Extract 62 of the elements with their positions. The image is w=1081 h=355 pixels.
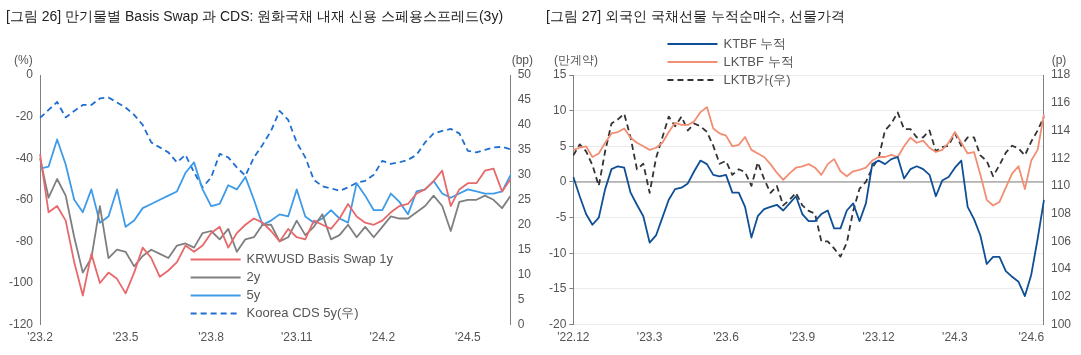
y2-tick-label: 50 [517,67,532,82]
legend-label: KTBF 누적 [723,35,787,51]
y2-tick-label: 118 [1050,67,1071,82]
x-tick-label: '23.11 [281,330,313,345]
y-axis-title: (%) [14,53,33,68]
x-tick-label: '23.3 [636,330,663,345]
y-tick-label: 15 [552,67,567,82]
y2-tick-label: 35 [517,142,532,157]
y2-tick-label: 116 [1050,95,1071,110]
y-tick-label: 10 [552,102,567,117]
x-tick-label: '24.5 [455,330,482,345]
legend-label: KRWUSD Basis Swap 1y [246,251,394,267]
y2-tick-label: 106 [1050,233,1072,248]
y2-tick-label: 25 [517,192,532,207]
y-tick-label: -10 [549,245,567,260]
x-tick-label: '23.9 [789,330,816,345]
y-tick-label: -40 [15,150,34,165]
x-tick-label: '23.5 [112,330,139,345]
x-tick-label: '23.8 [198,330,225,345]
y2-tick-label: 10 [517,266,532,281]
y-tick-label: -20 [549,316,567,331]
y-tick-label: -60 [15,192,34,207]
y-tick-label: -20 [15,108,34,123]
y2-axis-title: (p) [1051,53,1067,68]
y2-tick-label: 30 [517,167,532,182]
y2-tick-label: 110 [1050,178,1071,193]
chart-title: [그림 26] 만기물별 Basis Swap 과 CDS: 원화국채 내재 신용 스페용스프레드(3y) [0,0,540,35]
chart-title: [그림 27] 외국인 국채선물 누적순매수, 선물가격 [540,0,1080,35]
y2-tick-label: 5 [517,291,525,306]
y-tick-label: 0 [26,67,34,82]
y2-tick-label: 108 [1050,205,1072,220]
y2-tick-label: 0 [517,316,525,331]
y2-tick-label: 40 [517,117,532,132]
y-tick-label: 5 [559,138,567,153]
legend-label: 2y [246,269,261,285]
x-tick-label: '24.3 [942,330,969,345]
y-axis-title: (만계약) [554,53,598,68]
y-tick-label: 0 [559,174,567,189]
y-tick-label: -80 [15,233,34,248]
legend-label: LKTB가(우) [723,71,791,87]
y2-axis-title: (bp) [511,53,533,68]
y2-tick-label: 20 [517,217,532,232]
x-tick-label: '24.6 [1018,330,1045,345]
y-tick-label: -15 [549,281,567,296]
x-tick-label: '24.2 [369,330,396,345]
x-tick-label: '22.12 [557,330,590,345]
y2-tick-label: 104 [1050,261,1072,276]
y-tick-label: -100 [8,275,34,290]
y2-tick-label: 15 [517,242,532,257]
x-tick-label: '23.2 [27,330,54,345]
y2-tick-label: 102 [1050,289,1072,304]
y2-tick-label: 114 [1050,122,1071,137]
legend-label: 5y [246,287,261,303]
legend-label: LKTBF 누적 [723,53,794,69]
x-tick-label: '23.12 [862,330,896,345]
y2-tick-label: 45 [517,92,532,107]
y2-tick-label: 112 [1050,150,1071,165]
x-tick-label: '23.6 [713,330,740,345]
y-tick-label: -5 [555,209,567,224]
legend-label: Koorea CDS 5y(우) [246,305,359,321]
y2-tick-label: 100 [1050,316,1072,331]
y-tick-label: -120 [8,316,34,331]
